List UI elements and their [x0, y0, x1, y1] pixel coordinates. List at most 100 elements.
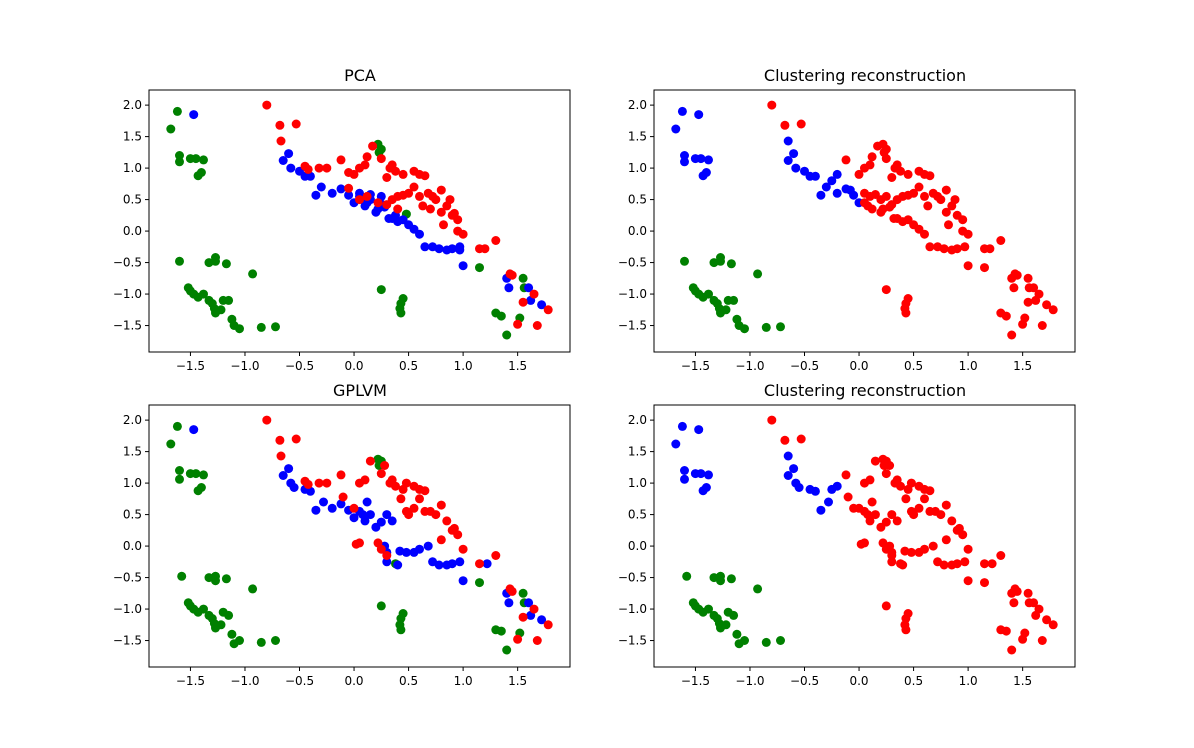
data-point-red: [507, 586, 517, 596]
data-point-red: [1024, 283, 1034, 293]
data-point-green: [196, 483, 206, 492]
data-point-red: [1009, 598, 1019, 608]
data-point-red: [881, 285, 891, 295]
data-point-blue: [316, 182, 326, 192]
data-point-blue: [677, 106, 687, 116]
data-point-red: [276, 451, 286, 461]
x-tick-label: −0.5: [285, 674, 314, 688]
data-point-blue: [677, 421, 687, 431]
data-point-red: [952, 244, 962, 254]
data-point-blue: [537, 615, 547, 625]
data-point-red: [382, 551, 392, 560]
data-point-blue: [311, 190, 321, 200]
data-point-blue: [305, 171, 315, 181]
data-point-green: [271, 636, 280, 645]
data-point-blue: [311, 505, 321, 515]
data-point-red: [365, 456, 375, 466]
data-point-green: [475, 578, 484, 588]
data-point-red: [867, 204, 877, 214]
data-point-red: [453, 215, 463, 225]
data-point-red: [518, 612, 528, 622]
data-point-red: [376, 154, 386, 164]
y-tick-label: 0.0: [123, 224, 142, 238]
data-point-blue: [680, 474, 689, 484]
data-point-red: [901, 494, 911, 504]
x-tick-label: 1.5: [1013, 674, 1032, 688]
data-point-red: [958, 215, 968, 225]
data-point-green: [729, 295, 739, 305]
data-point-green: [496, 626, 506, 636]
data-point-red: [1007, 330, 1017, 340]
data-point-red: [475, 559, 484, 569]
data-point-red: [920, 191, 929, 201]
data-point-green: [166, 439, 176, 449]
data-point-red: [896, 559, 905, 569]
data-point-green: [680, 256, 689, 266]
data-point-red: [513, 319, 523, 329]
data-point-red: [996, 236, 1006, 245]
x-tick-label: −1.5: [681, 359, 710, 373]
data-point-red: [362, 191, 372, 201]
x-tick-label: −1.0: [230, 359, 259, 373]
data-point-red: [491, 236, 501, 245]
data-point-green: [256, 322, 266, 332]
data-point-red: [436, 207, 446, 217]
y-tick-label: 2.0: [123, 413, 142, 427]
data-point-green: [502, 330, 512, 340]
data-point-blue: [694, 110, 704, 120]
data-point-red: [796, 434, 806, 444]
data-point-red: [1001, 311, 1011, 321]
data-point-red: [480, 244, 490, 254]
data-point-blue: [537, 300, 547, 310]
data-point-blue: [423, 541, 433, 551]
data-point-green: [199, 604, 208, 614]
data-point-red: [867, 152, 877, 162]
subplot-title: PCA: [344, 66, 376, 85]
data-point-blue: [696, 469, 706, 479]
data-point-green: [248, 269, 258, 279]
data-point-blue: [349, 513, 359, 523]
data-point-green: [753, 584, 763, 594]
data-point-blue: [327, 188, 337, 198]
data-point-green: [191, 469, 201, 479]
data-point-blue: [832, 188, 842, 198]
y-tick-label: 0.5: [628, 508, 647, 522]
data-point-red: [415, 494, 424, 504]
data-point-red: [275, 120, 285, 130]
y-tick-label: −0.5: [618, 256, 647, 270]
data-point-red: [939, 560, 949, 570]
data-point-blue: [362, 497, 372, 507]
data-point-red: [314, 478, 324, 488]
y-tick-label: −1.0: [113, 287, 142, 301]
data-point-red: [1009, 283, 1019, 293]
data-point-red: [925, 242, 935, 252]
data-point-blue: [783, 156, 793, 165]
data-point-red: [963, 544, 973, 554]
data-point-red: [398, 169, 408, 179]
data-point-green: [235, 636, 244, 645]
data-point-red: [987, 559, 997, 569]
data-point-red: [376, 544, 386, 554]
data-point-red: [420, 486, 430, 496]
data-point-red: [906, 478, 916, 488]
data-point-red: [960, 557, 970, 567]
data-point-red: [349, 169, 359, 179]
y-tick-label: 0.0: [628, 224, 647, 238]
data-point-red: [436, 535, 446, 545]
data-point-blue: [189, 425, 199, 435]
data-point-blue: [680, 151, 689, 160]
data-point-red: [909, 188, 919, 198]
data-point-red: [362, 152, 372, 162]
data-point-red: [920, 229, 929, 239]
data-point-red: [303, 479, 313, 489]
data-point-red: [409, 182, 419, 192]
data-point-green: [177, 571, 187, 581]
data-point-red: [944, 220, 953, 230]
data-point-red: [442, 516, 452, 526]
data-point-red: [909, 510, 919, 520]
y-tick-label: −1.0: [113, 602, 142, 616]
data-point-blue: [845, 185, 855, 195]
data-point-red: [322, 163, 332, 173]
data-point-green: [172, 421, 182, 431]
data-point-red: [453, 530, 463, 540]
